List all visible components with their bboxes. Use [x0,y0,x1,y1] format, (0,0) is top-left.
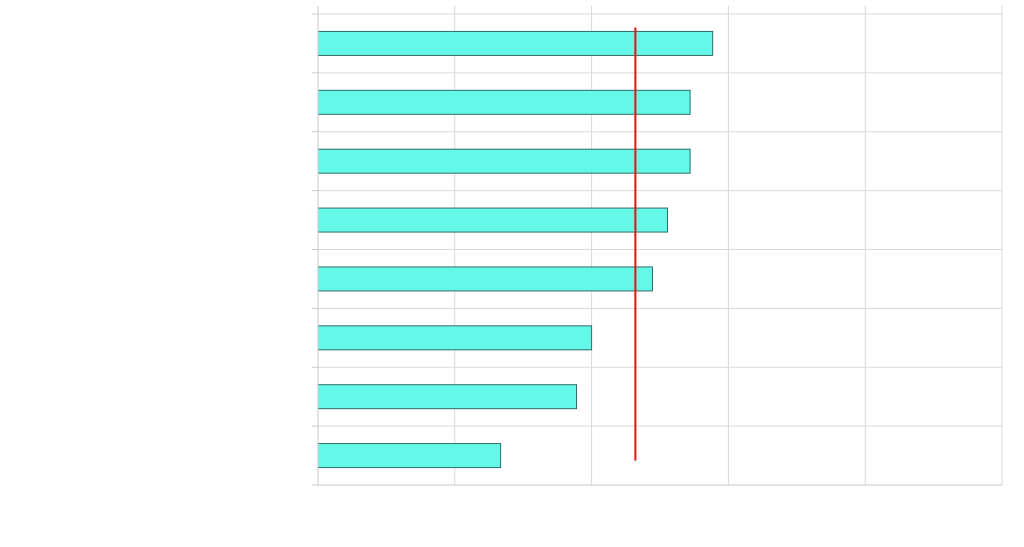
bar [317,384,578,410]
bar [317,30,714,56]
grid-lines [317,6,1003,486]
bar [317,266,653,292]
axes [312,6,1002,486]
bar [317,325,593,351]
bar [317,443,502,469]
bar [317,89,691,115]
bars [317,30,714,469]
bar [317,148,691,174]
bar [317,207,669,233]
